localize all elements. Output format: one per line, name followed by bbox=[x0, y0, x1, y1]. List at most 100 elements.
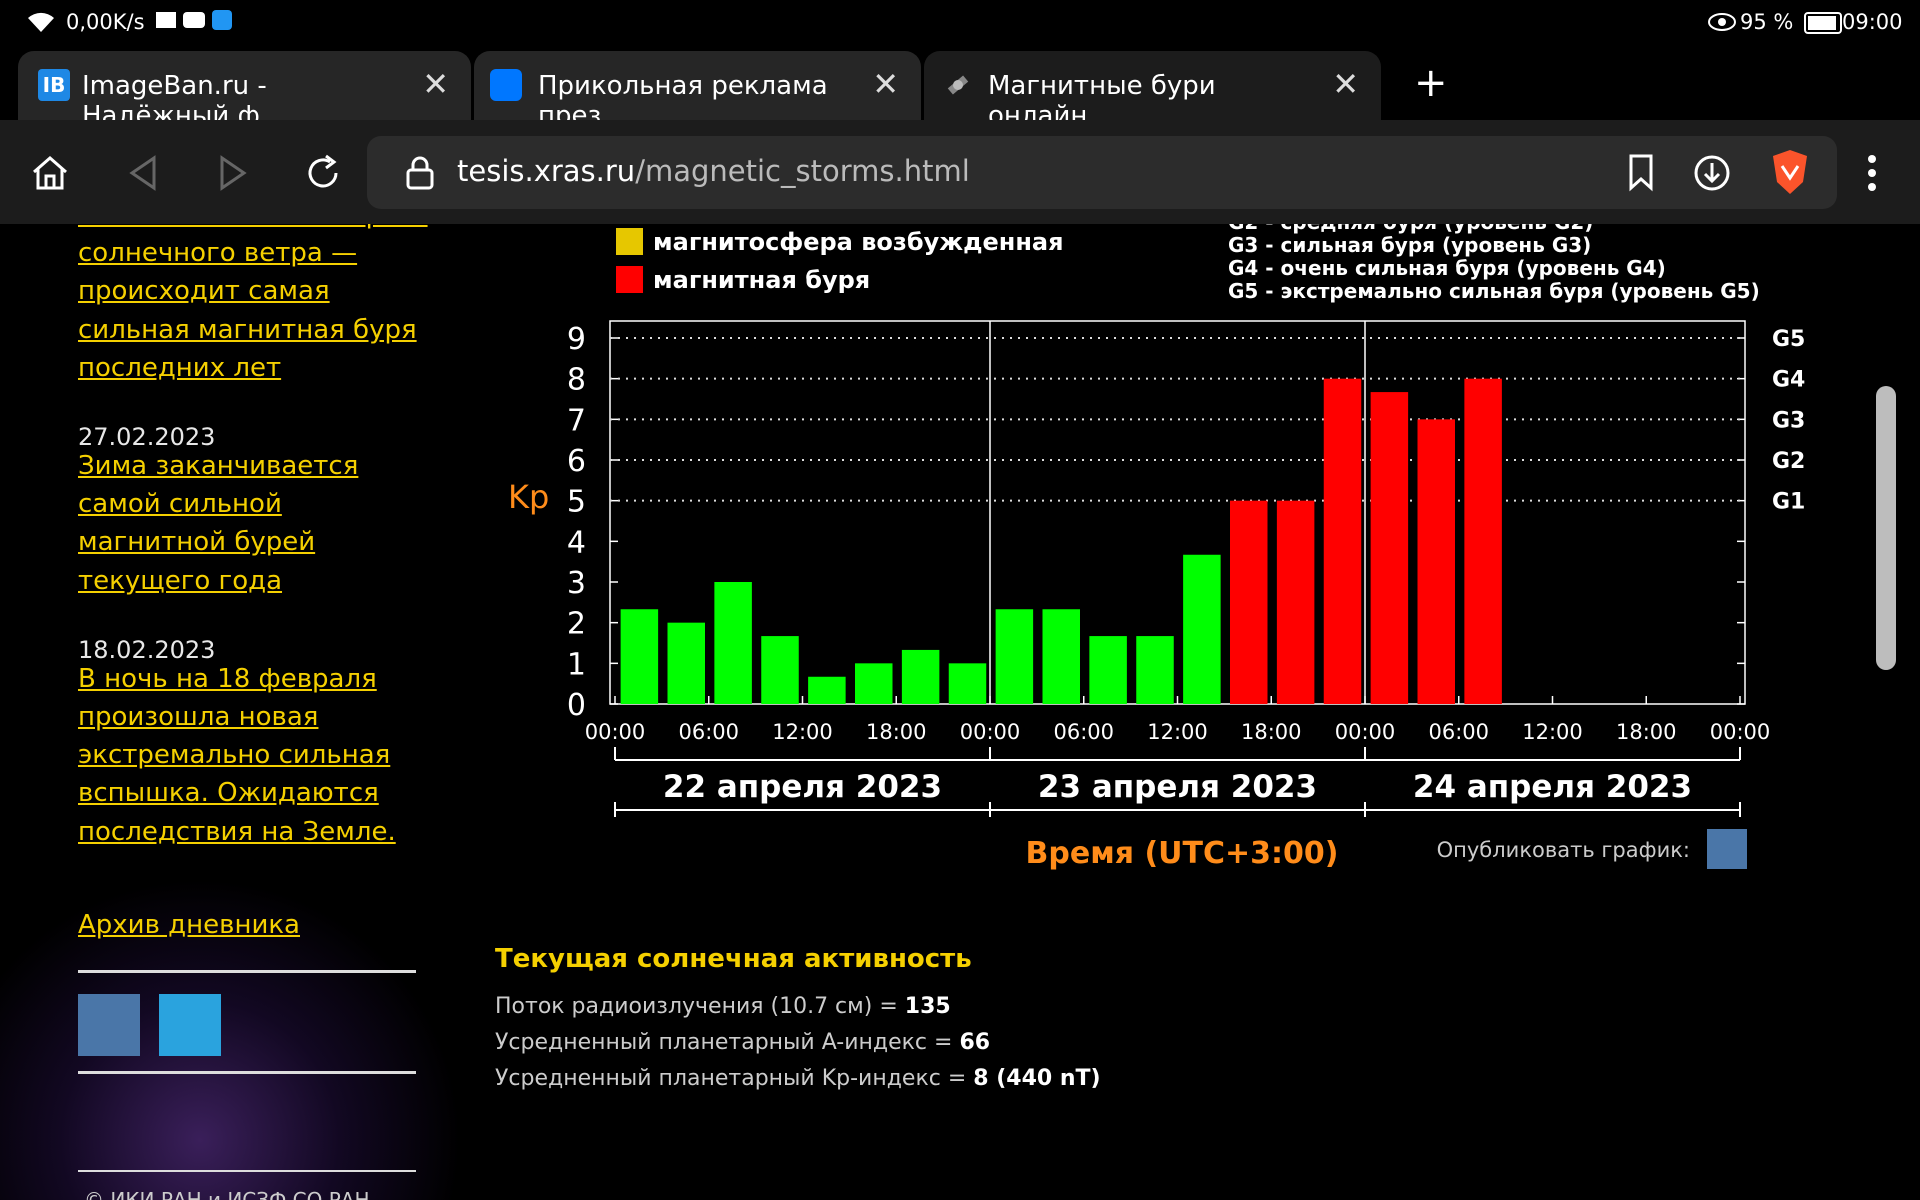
divider bbox=[78, 970, 416, 973]
bar bbox=[1417, 419, 1455, 704]
activity-value: 66 bbox=[959, 1030, 991, 1055]
bar bbox=[1276, 500, 1315, 704]
news-link[interactable]: магнитной бурей bbox=[78, 527, 316, 558]
bar bbox=[667, 622, 705, 704]
activity-row: Поток радиоизлучения (10.7 см) = 135 bbox=[495, 994, 951, 1019]
tab-active[interactable]: Магнитные бури онлайн ✕ bbox=[924, 51, 1381, 131]
news-link[interactable]: последствия на Земле. bbox=[78, 816, 396, 847]
x-tick-label: 12:00 bbox=[772, 720, 833, 744]
x-tick-label: 00:00 bbox=[585, 720, 646, 744]
lock-icon bbox=[406, 156, 434, 190]
brave-button[interactable] bbox=[1769, 148, 1811, 196]
activity-value: 135 bbox=[904, 994, 951, 1019]
day-label: 24 апреля 2023 bbox=[1413, 769, 1692, 805]
y-tick-label: 7 bbox=[567, 403, 586, 438]
x-tick-label: 06:00 bbox=[1428, 720, 1489, 744]
y-tick-label: 3 bbox=[567, 566, 586, 601]
bar bbox=[1464, 378, 1502, 704]
news-link[interactable]: экстремально сильная bbox=[78, 740, 391, 771]
x-tick-label: 18:00 bbox=[1241, 720, 1302, 744]
bar bbox=[1042, 609, 1080, 704]
x-tick-label: 06:00 bbox=[678, 720, 739, 744]
activity-row: Усредненный планетарный A-индекс = 66 bbox=[495, 1030, 990, 1055]
x-tick-label: 12:00 bbox=[1522, 720, 1583, 744]
footer: © ИКИ РАН и ИСЗФ СО РАН bbox=[84, 1188, 370, 1200]
tab[interactable]: IB ImageBan.ru - Надёжный ф ✕ bbox=[18, 51, 471, 131]
url-path: /magnetic_storms.html bbox=[635, 154, 970, 188]
status-bar: 0,00K/s 95 % 09:00 bbox=[0, 0, 1920, 44]
wifi-icon bbox=[28, 12, 54, 32]
scale-note: G5 - экстремально сильная буря (уровень … bbox=[1228, 279, 1760, 303]
activity-label: Поток радиоизлучения (10.7 см) = bbox=[495, 994, 898, 1019]
legend-label: магнитосфера возбужденная bbox=[653, 228, 1064, 256]
vk-share-button[interactable] bbox=[1707, 829, 1747, 869]
home-button[interactable] bbox=[30, 154, 70, 192]
publish-label: Опубликовать график: bbox=[1437, 838, 1690, 862]
news-link[interactable]: последних лет bbox=[78, 352, 282, 383]
x-tick-label: 18:00 bbox=[1616, 720, 1677, 744]
new-tab[interactable]: + bbox=[1414, 60, 1448, 106]
scale-note: G3 - сильная буря (уровень G3) bbox=[1228, 233, 1591, 257]
scrollbar bbox=[1876, 386, 1896, 670]
bar bbox=[995, 609, 1034, 704]
bar bbox=[1089, 636, 1127, 704]
vk-button[interactable] bbox=[78, 994, 140, 1056]
news-link[interactable]: самой сильной bbox=[78, 489, 282, 520]
news-link[interactable]: сильная магнитная буря bbox=[78, 314, 417, 345]
back-button[interactable] bbox=[126, 154, 160, 192]
news-link[interactable]: солнечного ветра — bbox=[78, 238, 358, 269]
eye-icon bbox=[1708, 13, 1736, 31]
youtube-icon bbox=[183, 12, 205, 28]
divider bbox=[78, 1071, 416, 1074]
close-tab[interactable]: ✕ bbox=[1332, 65, 1359, 103]
news-link[interactable]: вспышка. Ожидаются bbox=[78, 778, 379, 809]
bar bbox=[714, 582, 752, 704]
bar bbox=[1323, 378, 1362, 704]
news-date: 18.02.2023 bbox=[78, 635, 216, 664]
y-tick-label: 0 bbox=[567, 688, 586, 723]
forward-button[interactable] bbox=[216, 154, 250, 192]
y2-tick-label: G3 bbox=[1772, 408, 1805, 433]
bookmark-button[interactable] bbox=[1627, 154, 1655, 192]
address-bar[interactable]: tesis.xras.ru/magnetic_storms.html bbox=[367, 136, 1837, 209]
toolbar: tesis.xras.ru/magnetic_storms.html bbox=[0, 120, 1920, 224]
mail-icon bbox=[156, 12, 176, 28]
news-link[interactable]: В ночь на 18 февраля bbox=[78, 663, 377, 694]
activity-row: Усредненный планетарный Kp-индекс = 8 (4… bbox=[495, 1066, 1101, 1091]
bar bbox=[620, 609, 659, 704]
y2-tick-label: G5 bbox=[1772, 327, 1805, 352]
y-tick-label: 9 bbox=[567, 322, 586, 357]
y2-tick-label: G4 bbox=[1772, 368, 1805, 393]
close-tab[interactable]: ✕ bbox=[422, 65, 449, 103]
y2-tick-label: G1 bbox=[1772, 490, 1805, 515]
tab-icon: IB bbox=[38, 69, 70, 101]
bar bbox=[761, 636, 799, 704]
news-link[interactable]: Зима заканчивается bbox=[78, 451, 359, 481]
telegram-button[interactable] bbox=[159, 994, 221, 1056]
legend-label: магнитная буря bbox=[653, 266, 870, 294]
archive-link[interactable]: Архив дневника bbox=[78, 910, 300, 940]
tab-strip: IB ImageBan.ru - Надёжный ф ✕ Прикольная… bbox=[0, 44, 1920, 131]
close-tab[interactable]: ✕ bbox=[872, 65, 899, 103]
day-label: 22 апреля 2023 bbox=[663, 769, 942, 805]
menu-button[interactable] bbox=[1866, 154, 1878, 192]
tab-icon bbox=[490, 69, 522, 101]
y-tick-label: 2 bbox=[567, 607, 586, 642]
download-button[interactable] bbox=[1693, 154, 1731, 192]
scale-note: G4 - очень сильная буря (уровень G4) bbox=[1228, 256, 1666, 280]
y-tick-label: 1 bbox=[567, 647, 586, 682]
clock: 09:00 bbox=[1842, 10, 1903, 34]
url-host: tesis.xras.ru bbox=[457, 154, 636, 188]
x-tick-label: 18:00 bbox=[866, 720, 927, 744]
activity-value: 8 (440 nT) bbox=[973, 1066, 1101, 1091]
reload-button[interactable] bbox=[304, 154, 342, 192]
battery-icon bbox=[1804, 12, 1842, 34]
news-link[interactable]: происходит самая bbox=[78, 276, 330, 307]
news-link[interactable]: произошла новая bbox=[78, 702, 319, 732]
url: tesis.xras.ru/magnetic_storms.html bbox=[457, 154, 970, 188]
bar bbox=[1136, 636, 1174, 704]
activity-label: Усредненный планетарный Kp-индекс = bbox=[495, 1066, 967, 1091]
tab[interactable]: Прикольная реклама през ✕ bbox=[474, 51, 921, 131]
news-link[interactable]: текущего года bbox=[78, 565, 283, 596]
